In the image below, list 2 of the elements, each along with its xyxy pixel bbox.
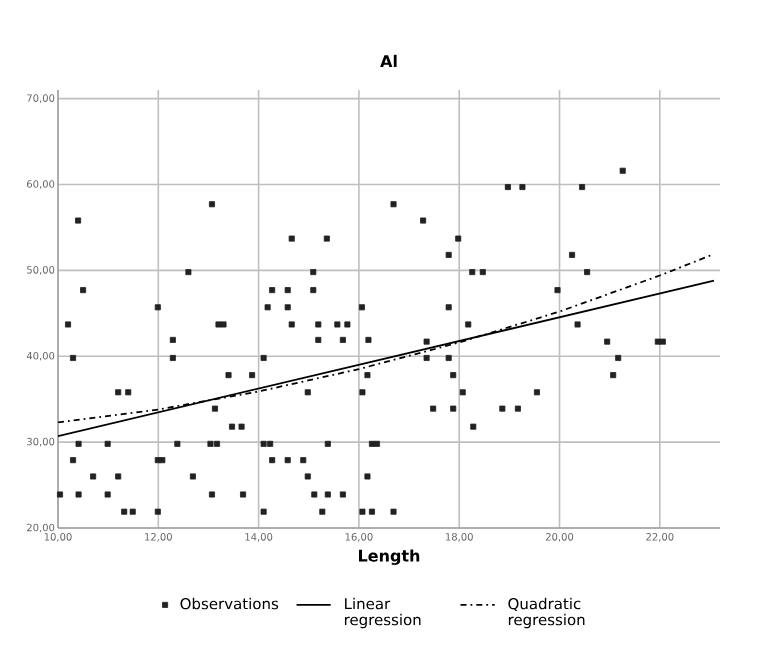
chart-title: Al — [380, 54, 397, 67]
x-axis-title: Length — [359, 549, 420, 565]
